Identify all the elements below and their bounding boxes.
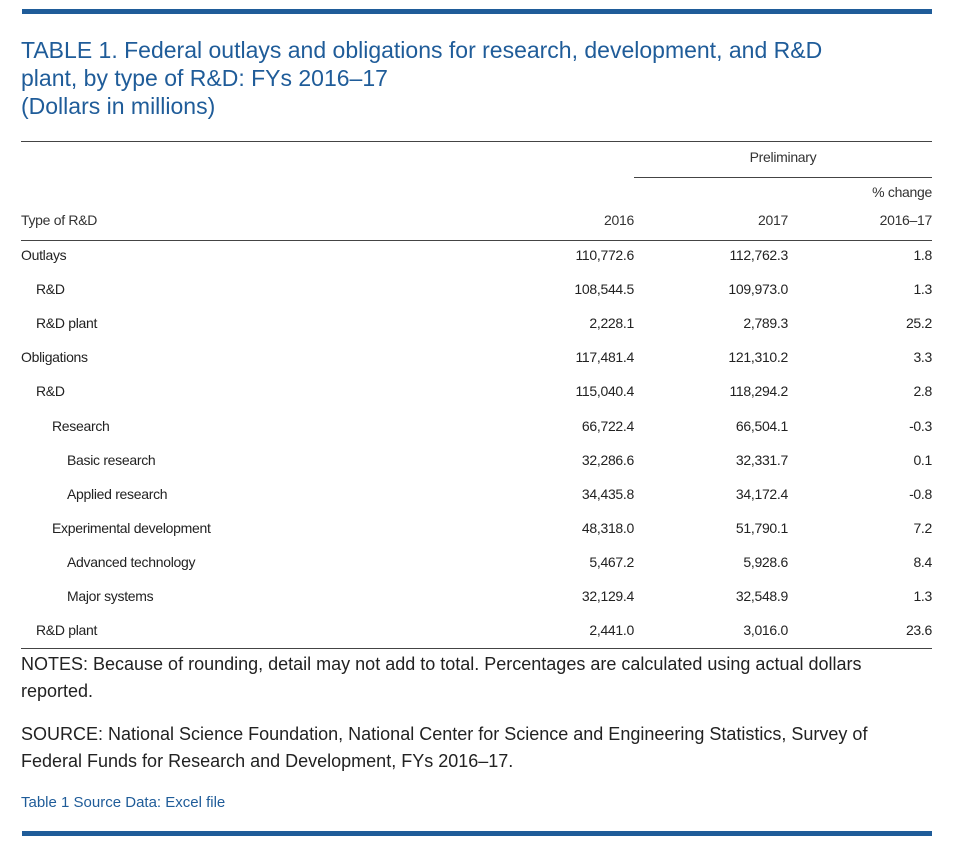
value-2017: 118,294.2	[729, 383, 788, 399]
pct-change-header-line2: 2016–17	[879, 212, 933, 228]
pct-change: 1.3	[913, 281, 932, 297]
row-label: Basic research	[67, 452, 156, 468]
value-2016: 32,129.4	[581, 588, 634, 604]
row-label: Advanced technology	[67, 554, 196, 570]
source-data-link[interactable]: Table 1 Source Data: Excel file	[21, 794, 226, 811]
row-label: Outlays	[21, 247, 67, 263]
title-line-1: TABLE 1. Federal outlays and obligations…	[21, 37, 823, 63]
row-label: Applied research	[67, 486, 168, 502]
pct-change: 2.8	[913, 383, 932, 399]
value-2017: 51,790.1	[735, 520, 788, 536]
value-2017: 109,973.0	[728, 281, 788, 297]
pct-change: 8.4	[913, 554, 932, 570]
value-2016: 108,544.5	[574, 281, 634, 297]
row-label: R&D	[36, 281, 65, 297]
table-bottom-rule	[21, 648, 932, 649]
value-2016: 66,722.4	[581, 418, 634, 434]
pct-change: 23.6	[905, 622, 932, 638]
preliminary-header: Preliminary	[749, 149, 817, 165]
row-label: R&D plant	[36, 315, 98, 331]
value-2017: 3,016.0	[743, 622, 788, 638]
row-label: R&D	[36, 383, 65, 399]
value-2017: 66,504.1	[735, 418, 788, 434]
top-border	[22, 9, 932, 14]
source-text: SOURCE: National Science Foundation, Nat…	[21, 724, 868, 771]
table-top-rule	[21, 141, 932, 142]
value-2016: 115,040.4	[575, 383, 634, 399]
value-2017: 112,762.3	[729, 247, 788, 263]
value-2017: 2,789.3	[743, 315, 788, 331]
row-label: Obligations	[21, 349, 88, 365]
preliminary-rule	[634, 177, 932, 178]
type-of-rd-header: Type of R&D	[21, 212, 98, 228]
col-2016-header: 2016	[604, 212, 634, 228]
row-label: Experimental development	[52, 520, 211, 536]
pct-change: 1.3	[913, 588, 932, 604]
pct-change: -0.3	[909, 418, 932, 434]
pct-change: 0.1	[913, 452, 932, 468]
value-2016: 48,318.0	[581, 520, 634, 536]
value-2017: 121,310.2	[728, 349, 788, 365]
value-2016: 110,772.6	[575, 247, 634, 263]
value-2017: 32,331.7	[735, 452, 788, 468]
title-line-3: (Dollars in millions)	[21, 93, 216, 119]
row-label: Major systems	[67, 588, 154, 604]
value-2016: 32,286.6	[581, 452, 634, 468]
header-bottom-rule	[21, 240, 932, 241]
value-2017: 34,172.4	[735, 486, 788, 502]
title-line-2: plant, by type of R&D: FYs 2016–17	[21, 65, 388, 91]
row-label: Research	[52, 418, 110, 434]
pct-change: 3.3	[913, 349, 932, 365]
pct-change-header-line1: % change	[872, 184, 932, 200]
notes-text: NOTES: Because of rounding, detail may n…	[21, 654, 862, 701]
value-2017: 5,928.6	[743, 554, 788, 570]
value-2016: 2,228.1	[589, 315, 634, 331]
pct-change: 7.2	[913, 520, 932, 536]
value-2016: 34,435.8	[581, 486, 634, 502]
pct-change: 1.8	[913, 247, 932, 263]
pct-change: -0.8	[909, 486, 932, 502]
row-label: R&D plant	[36, 622, 98, 638]
value-2017: 32,548.9	[735, 588, 788, 604]
value-2016: 2,441.0	[589, 622, 634, 638]
bottom-border	[22, 831, 932, 836]
table-title: TABLE 1. Federal outlays and obligations…	[21, 36, 931, 120]
col-2017-header: 2017	[758, 212, 788, 228]
pct-change: 25.2	[905, 315, 932, 331]
value-2016: 5,467.2	[589, 554, 634, 570]
value-2016: 117,481.4	[575, 349, 634, 365]
